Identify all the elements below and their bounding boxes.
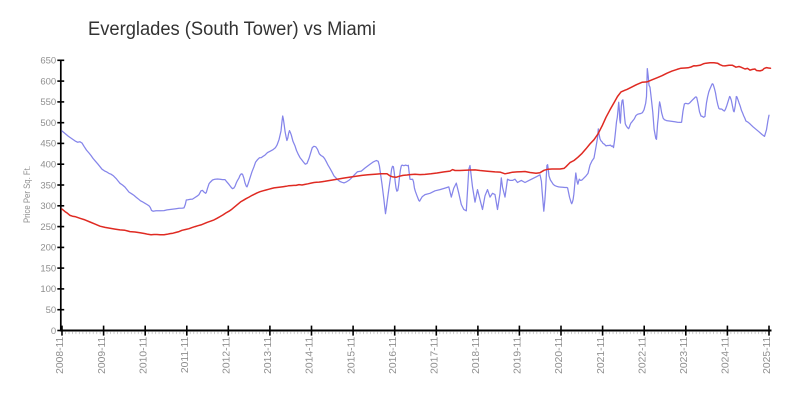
svg-text:Price Per Sq. Ft.: Price Per Sq. Ft. — [22, 166, 32, 223]
svg-text:2024-11: 2024-11 — [721, 337, 732, 374]
svg-text:500: 500 — [40, 118, 56, 129]
svg-text:2023-11: 2023-11 — [679, 337, 690, 374]
svg-text:2009-11: 2009-11 — [97, 337, 108, 374]
svg-text:2011-11: 2011-11 — [180, 337, 191, 374]
svg-text:650: 650 — [40, 56, 56, 67]
svg-text:2020-11: 2020-11 — [554, 337, 565, 374]
svg-text:50: 50 — [46, 305, 57, 316]
svg-text:Everglades (South Tower) vs Mi: Everglades (South Tower) vs Miami — [88, 19, 376, 40]
svg-text:2014-11: 2014-11 — [305, 337, 316, 374]
svg-text:2022-11: 2022-11 — [637, 337, 648, 374]
svg-text:2021-11: 2021-11 — [596, 337, 607, 374]
svg-text:2008-11: 2008-11 — [55, 337, 66, 374]
svg-text:450: 450 — [40, 139, 56, 150]
svg-text:550: 550 — [40, 97, 56, 108]
svg-text:200: 200 — [40, 243, 56, 254]
svg-text:0: 0 — [51, 326, 56, 337]
svg-text:2018-11: 2018-11 — [471, 337, 482, 374]
svg-text:2015-11: 2015-11 — [346, 337, 357, 374]
svg-text:2013-11: 2013-11 — [263, 337, 274, 374]
svg-text:2010-11: 2010-11 — [138, 337, 149, 374]
svg-text:2017-11: 2017-11 — [430, 337, 441, 374]
svg-text:600: 600 — [40, 76, 56, 87]
svg-text:400: 400 — [40, 160, 56, 171]
svg-text:250: 250 — [40, 222, 56, 233]
svg-text:2025-11: 2025-11 — [762, 337, 773, 374]
svg-text:2012-11: 2012-11 — [222, 337, 233, 374]
svg-text:100: 100 — [40, 284, 56, 295]
svg-text:300: 300 — [40, 201, 56, 212]
svg-text:150: 150 — [40, 263, 56, 274]
svg-text:350: 350 — [40, 180, 56, 191]
svg-text:2016-11: 2016-11 — [388, 337, 399, 374]
svg-text:2019-11: 2019-11 — [513, 337, 524, 374]
